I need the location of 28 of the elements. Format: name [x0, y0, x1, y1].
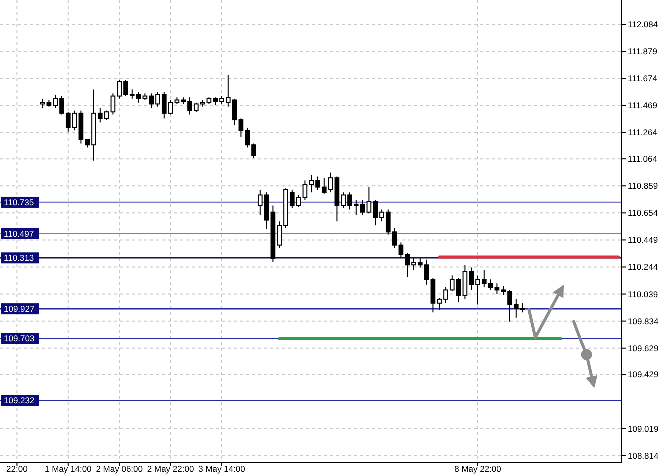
- y-tick-label: 110.654: [628, 208, 658, 218]
- x-tick-label: 3 May 14:00: [198, 464, 246, 474]
- ref-line-label: 109.703: [4, 334, 35, 344]
- y-tick-label: 111.674: [628, 74, 658, 84]
- y-tick-label: 109.834: [628, 316, 659, 326]
- y-tick-label: 110.449: [628, 235, 658, 246]
- y-tick-label: 111.064: [628, 154, 658, 164]
- x-tick-label: 2 May 22:00: [147, 464, 194, 474]
- x-tick-label: 8 May 22:00: [454, 464, 502, 474]
- y-tick-label: 109.429: [628, 370, 659, 380]
- y-tick-label: 110.859: [628, 181, 658, 192]
- y-tick-label: 112.084: [628, 20, 658, 30]
- ref-line-label: 109.232: [4, 396, 35, 406]
- ref-line-label: 110.497: [4, 228, 34, 239]
- ref-line-label: 110.313: [4, 253, 34, 264]
- y-tick-label: 110.244: [628, 262, 658, 272]
- x-tick-label: 22:00: [6, 464, 28, 474]
- y-tick-label: 109.019: [628, 424, 659, 434]
- ref-line-label: 110.735: [4, 197, 34, 208]
- x-tick-label: 1 May 14:00: [45, 464, 92, 474]
- ref-line-label: 109.927: [4, 304, 35, 314]
- y-tick-label: 111.879: [628, 46, 658, 57]
- y-tick-label: 110.039: [628, 289, 658, 300]
- x-tick-label: 2 May 06:00: [96, 464, 144, 474]
- y-tick-label: 111.264: [628, 128, 658, 138]
- y-tick-label: 108.814: [628, 450, 659, 461]
- y-tick-label: 111.469: [628, 100, 658, 111]
- y-tick-label: 109.629: [628, 343, 659, 354]
